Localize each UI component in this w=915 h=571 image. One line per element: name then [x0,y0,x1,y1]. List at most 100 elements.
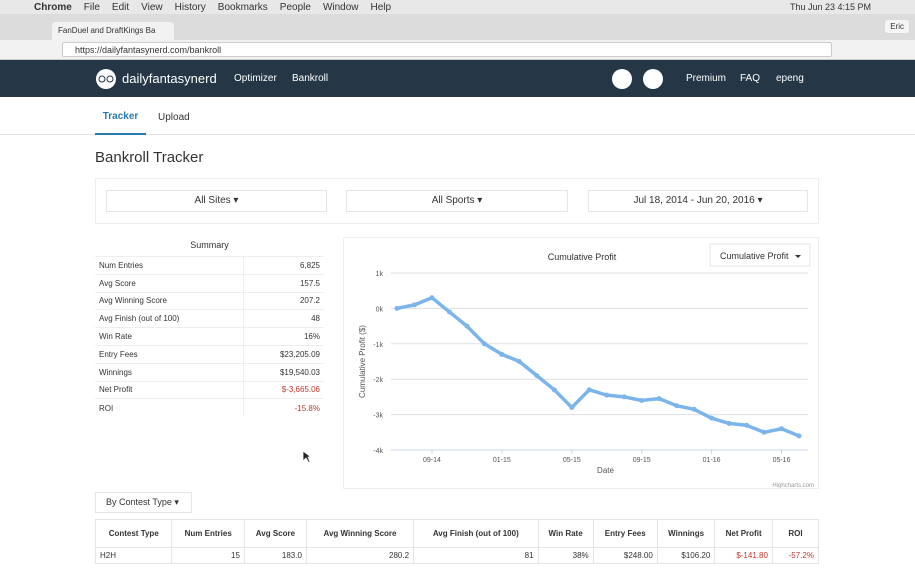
summary-cell: Num Entries [95,256,244,275]
x-axis-title: Date [597,466,614,475]
x-tick-label: 01-16 [703,457,721,464]
nav-link[interactable]: FAQ [740,73,761,84]
column-header[interactable]: Avg Finish (out of 100) [413,519,539,548]
x-tick-label: 01-15 [493,457,511,464]
summary-cell: Avg Finish (out of 100) [95,309,244,328]
credit: Highcharts.com [772,483,814,489]
chart: Cumulative Profit Cumulative Profit 1k 0k -1… [343,237,819,489]
point [761,429,767,435]
column-header[interactable]: ROI [771,519,820,548]
menu-item[interactable]: File [83,1,100,13]
menu-item[interactable]: Chrome [34,1,72,13]
tab[interactable]: Upload [158,112,190,123]
group-text: By Contest Type [106,497,172,507]
summary-cell: 16% [242,327,324,346]
filter[interactable]: Jul 18, 2014 - Jun 20, 2016 ▾ [588,190,808,212]
menu-item[interactable]: Bookmarks [217,1,268,13]
summary-table: Num Entries 6,825 Avg Score 157.5 Avg Winnin… [95,256,324,417]
menu-item[interactable]: View [141,1,163,13]
point [569,405,575,411]
menu-item[interactable]: History [174,1,206,13]
nav-link[interactable]: Premium [686,73,727,84]
point [674,403,680,409]
column-header[interactable]: Avg Winning Score [305,519,415,548]
chart-title: Cumulative Profit [548,252,617,262]
chart-selector-text: Cumulative Profit [720,251,789,261]
menu-item[interactable]: Help [370,1,392,13]
point [499,351,505,357]
point [586,387,592,393]
summary-cell: Avg Score [95,273,244,293]
tab[interactable]: Tracker [95,111,146,135]
nav-link[interactable]: epeng [776,73,804,84]
contest-table-panel: Contest Type Num Entries Avg Score Avg Winn… [94,519,820,564]
summary-title: Summary [190,240,229,250]
browser-tab[interactable]: FanDuel and DraftKings Ba [52,22,174,40]
point [779,426,785,432]
point [796,433,802,439]
column-header[interactable]: Contest Type [94,519,173,548]
group-selector[interactable]: By Contest Type ▾ [95,492,192,513]
series-line [396,296,800,438]
point [744,422,750,428]
table-cell: $248.00 [592,547,658,564]
point [621,394,627,400]
nav-link[interactable]: Optimizer [234,73,277,84]
point [411,302,417,308]
brand[interactable]: dailyfantasynerd [122,71,217,86]
menu-item[interactable]: People [279,1,311,13]
social-icons[interactable] [612,68,664,90]
menu-item[interactable]: Edit [111,1,130,13]
y-tick-label: 0k [376,306,384,313]
y-tick-label: 1k [376,271,384,278]
cursor [302,450,312,464]
point [446,309,452,315]
menu-bar: Chrome File Edit View History Bookmarks People… [0,0,915,14]
filter-text: Jul 18, 2014 - Jun 20, 2016 [633,195,755,206]
point [709,415,715,421]
y-tick-label: -3k [373,413,383,420]
summary-cell: Avg Winning Score [95,291,244,310]
summary-cell: Net Profit [95,380,244,399]
point [464,323,470,329]
column-header[interactable]: Avg Score [243,519,307,548]
x-tick-label: 09-15 [633,457,651,464]
filter[interactable]: All Sites ▾ [106,190,327,212]
column-header[interactable]: Net Profit [714,519,773,548]
summary-cell: Entry Fees [95,344,244,364]
navbar: dailyfantasynerd Optimizer Bankroll Prem… [0,60,915,97]
point [604,392,610,398]
tabs: Tracker Upload [0,97,915,135]
point [481,341,487,347]
table-cell: 38% [537,547,594,564]
summary-row: Avg Finish (out of 100) 48 [95,309,324,328]
summary-cell: $23,205.09 [242,344,324,364]
point [726,420,732,426]
profile[interactable]: Eric [885,20,909,33]
chart-selector[interactable] [709,243,811,267]
menu-item[interactable]: Window [322,1,359,13]
point [551,387,557,393]
y-tick-label: -4k [373,448,383,455]
summary-row: ROI -15.8% [95,398,324,417]
summary-cell: 6,825 [242,256,324,275]
table-cell: 15 [171,547,245,564]
url-bar[interactable]: https://dailyfantasynerd.com/bankroll [62,42,832,57]
page-title: Bankroll Tracker [95,149,204,166]
caret [795,255,801,258]
summary-row: Winnings $19,540.03 [95,362,324,382]
filter-text: All Sites [194,195,231,206]
column-header[interactable]: Entry Fees [592,519,658,548]
y-tick-label: -2k [373,377,383,384]
table-row: H2H 15 183.0 280.2 81 38% $248.00 $106.20 $-141.… [94,547,820,564]
column-header[interactable]: Num Entries [171,519,245,548]
table-cell: 280.2 [305,547,415,564]
filter-text: All Sports [431,195,475,206]
summary-cell: Win Rate [95,327,244,346]
nav-link[interactable]: Bankroll [292,73,329,84]
summary-row: Net Profit $-3,665.06 [95,380,324,399]
filter[interactable]: All Sports ▾ [346,190,568,212]
column-header[interactable]: Win Rate [537,519,594,548]
column-header[interactable]: Winnings [656,519,716,548]
